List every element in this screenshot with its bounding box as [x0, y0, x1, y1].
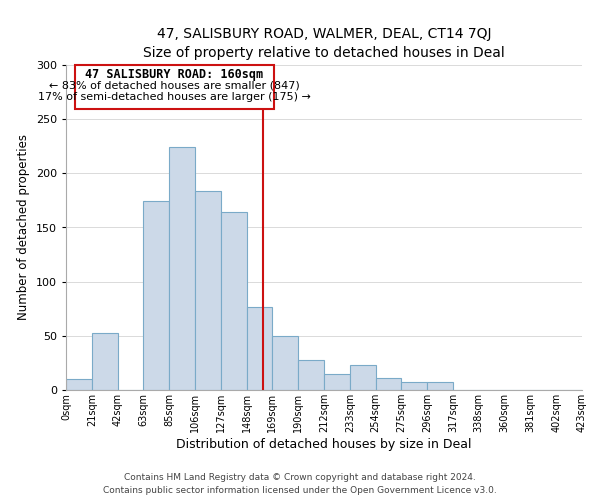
Bar — [169, 148, 195, 390]
FancyBboxPatch shape — [75, 65, 274, 110]
Bar — [92, 332, 118, 390]
Bar — [272, 336, 298, 390]
Bar — [247, 306, 272, 390]
Bar — [401, 382, 427, 390]
Text: Contains HM Land Registry data © Crown copyright and database right 2024.: Contains HM Land Registry data © Crown c… — [124, 474, 476, 482]
X-axis label: Distribution of detached houses by size in Deal: Distribution of detached houses by size … — [176, 438, 472, 451]
Bar — [221, 212, 247, 390]
Text: 47 SALISBURY ROAD: 160sqm: 47 SALISBURY ROAD: 160sqm — [85, 68, 263, 81]
Text: ← 83% of detached houses are smaller (847): ← 83% of detached houses are smaller (84… — [49, 80, 300, 90]
Bar — [427, 382, 453, 390]
Title: 47, SALISBURY ROAD, WALMER, DEAL, CT14 7QJ
Size of property relative to detached: 47, SALISBURY ROAD, WALMER, DEAL, CT14 7… — [143, 28, 505, 60]
Bar — [298, 360, 324, 390]
Bar — [195, 190, 221, 390]
Bar — [350, 365, 376, 390]
Text: Contains public sector information licensed under the Open Government Licence v3: Contains public sector information licen… — [103, 486, 497, 495]
Bar — [376, 378, 401, 390]
Text: 17% of semi-detached houses are larger (175) →: 17% of semi-detached houses are larger (… — [38, 92, 311, 102]
Bar — [143, 202, 169, 390]
Y-axis label: Number of detached properties: Number of detached properties — [17, 134, 30, 320]
Bar — [324, 374, 350, 390]
Bar — [66, 379, 92, 390]
